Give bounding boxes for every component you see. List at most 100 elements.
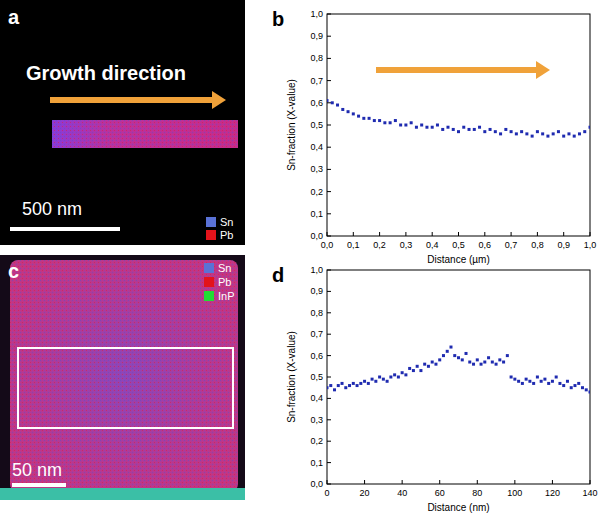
data-point (329, 384, 332, 387)
data-point (483, 361, 486, 364)
data-point (489, 128, 492, 131)
data-point (386, 380, 389, 383)
y-tick (327, 441, 331, 442)
data-point (547, 382, 550, 385)
y-tick-label: 0,0 (310, 231, 323, 241)
data-point (363, 380, 366, 383)
substrate (0, 488, 245, 500)
x-tick (484, 232, 485, 236)
data-point (341, 108, 344, 111)
data-point (356, 384, 359, 387)
data-point (441, 128, 444, 131)
x-tick-label: 0,4 (426, 240, 439, 250)
y-tick-label: 0,1 (310, 458, 323, 468)
x-tick (514, 480, 515, 484)
x-tick (364, 480, 365, 484)
figure: aGrowth direction500 nmSnPbc50 nmSnPbInP… (0, 0, 607, 521)
data-point (528, 380, 531, 383)
x-tick (590, 480, 591, 484)
x-tick (379, 232, 380, 236)
y-tick-label: 0,7 (310, 329, 323, 339)
x-tick-label: 0,5 (452, 240, 465, 250)
nanowire (52, 120, 238, 148)
legend-swatch (204, 277, 214, 287)
data-point (525, 378, 528, 381)
plot-frame (327, 270, 590, 484)
map-background (0, 255, 245, 500)
x-axis-title: Distance (µm) (427, 254, 489, 265)
x-tick-label: 140 (582, 488, 597, 498)
data-point (382, 378, 385, 381)
y-tick (327, 80, 331, 81)
data-point (462, 126, 465, 129)
scale-bar-label: 500 nm (22, 199, 82, 219)
arrow-shaft (376, 67, 538, 73)
y-tick (327, 291, 331, 292)
data-point (427, 365, 430, 368)
legend-label: Pb (220, 229, 233, 241)
data-point (378, 376, 381, 379)
data-points (327, 99, 590, 138)
data-point (344, 386, 347, 389)
legend-label: Sn (220, 216, 233, 228)
data-point (419, 369, 422, 372)
y-tick (327, 58, 331, 59)
data-point (442, 354, 445, 357)
chart-panel: b0,00,10,20,30,40,50,60,70,80,91,00,00,1… (272, 8, 596, 265)
arrow-head (536, 61, 550, 79)
legend-swatch (206, 230, 216, 240)
y-tick-label: 0,4 (310, 142, 323, 152)
data-point (525, 132, 528, 135)
x-tick-label: 0 (324, 488, 329, 498)
y-tick-label: 0,0 (310, 479, 323, 489)
y-tick-label: 0,5 (310, 120, 323, 130)
y-tick (327, 236, 331, 237)
y-tick-label: 0,7 (310, 76, 323, 86)
data-point (517, 380, 520, 383)
data-point (412, 369, 415, 372)
x-tick (327, 232, 328, 236)
y-tick-label: 0,5 (310, 372, 323, 382)
data-point (457, 130, 460, 133)
data-point (531, 135, 534, 138)
data-point (495, 363, 498, 366)
data-point (336, 104, 339, 107)
x-tick (537, 232, 538, 236)
scale-bar (10, 227, 120, 231)
plot-frame (327, 14, 590, 236)
y-tick-label: 0,9 (310, 286, 323, 296)
x-tick (402, 480, 403, 484)
data-point (546, 135, 549, 138)
y-tick (327, 14, 331, 15)
data-point (425, 126, 428, 129)
arrow-head (212, 91, 226, 109)
data-point (371, 378, 374, 381)
y-tick-label: 0,3 (310, 164, 323, 174)
data-point (423, 363, 426, 366)
data-point (532, 382, 535, 385)
data-point (327, 99, 329, 102)
data-point (446, 350, 449, 353)
data-point (389, 376, 392, 379)
y-tick-label: 1,0 (310, 265, 323, 275)
data-point (583, 130, 586, 133)
data-point (513, 378, 516, 381)
scale-bar (12, 483, 66, 487)
x-tick (477, 480, 478, 484)
legend-swatch (206, 217, 216, 227)
x-tick-label: 0,9 (557, 240, 570, 250)
x-tick (552, 480, 553, 484)
data-point (378, 119, 381, 122)
data-point (416, 365, 419, 368)
x-tick-label: 20 (360, 488, 370, 498)
legend-label: Sn (218, 262, 231, 274)
data-point (431, 126, 434, 129)
legend-label: InP (218, 290, 235, 302)
data-point (521, 382, 524, 385)
data-point (473, 128, 476, 131)
x-tick-label: 0,6 (479, 240, 492, 250)
y-tick (327, 102, 331, 103)
data-point (394, 119, 397, 122)
data-point (502, 361, 505, 364)
y-axis-title: Sn-fraction (X-value) (286, 331, 297, 423)
